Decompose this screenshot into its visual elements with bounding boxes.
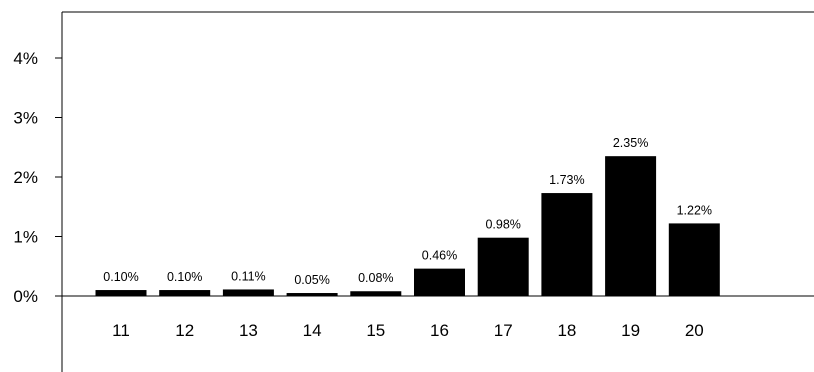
x-tick-label-17: 17 [494,321,513,340]
bars [95,156,720,296]
x-tick-label-16: 16 [430,321,449,340]
data-label-12: 0.10% [167,270,202,284]
data-label-16: 0.46% [422,249,457,263]
y-tick-label: 2% [13,168,38,187]
data-label-20: 1.22% [677,203,712,217]
bar-16 [414,268,465,296]
x-tick-label-19: 19 [621,321,640,340]
data-labels: 0.10% 0.10% 0.11% 0.05% 0.08% 0.46% 0.98% 1.73%… [103,136,712,287]
x-tick-label-13: 13 [239,321,258,340]
bar-11 [95,290,147,296]
y-tick-label: 4% [13,49,38,68]
bar-20 [668,223,720,296]
bar-13 [222,289,274,296]
bar-15 [350,291,402,296]
bar-14 [286,293,338,296]
bar-19 [605,156,657,296]
data-label-19: 2.35% [613,136,648,150]
bar-17 [477,237,529,296]
y-tick-label: 1% [13,228,38,247]
data-label-13: 0.11% [231,269,266,283]
data-label-15: 0.08% [358,271,393,285]
x-axis-labels: 11 12 13 14 15 16 17 18 19 20 [112,321,704,340]
data-label-17: 0.98% [485,218,520,232]
x-tick-label-11: 11 [112,321,130,340]
bar-18 [541,193,593,296]
y-tick-label: 0% [13,287,38,306]
x-tick-label-15: 15 [366,321,385,340]
x-tick-label-18: 18 [557,321,576,340]
x-tick-label-14: 14 [303,321,322,340]
y-tick-label: 3% [13,109,38,128]
data-label-18: 1.73% [549,173,584,187]
data-label-14: 0.05% [294,273,329,287]
bar-12 [159,290,211,296]
y-axis-ticks: 0% 1% 2% 3% 4% [13,49,62,306]
x-tick-label-12: 12 [175,321,194,340]
data-label-11: 0.10% [103,270,138,284]
x-tick-label-20: 20 [685,321,704,340]
